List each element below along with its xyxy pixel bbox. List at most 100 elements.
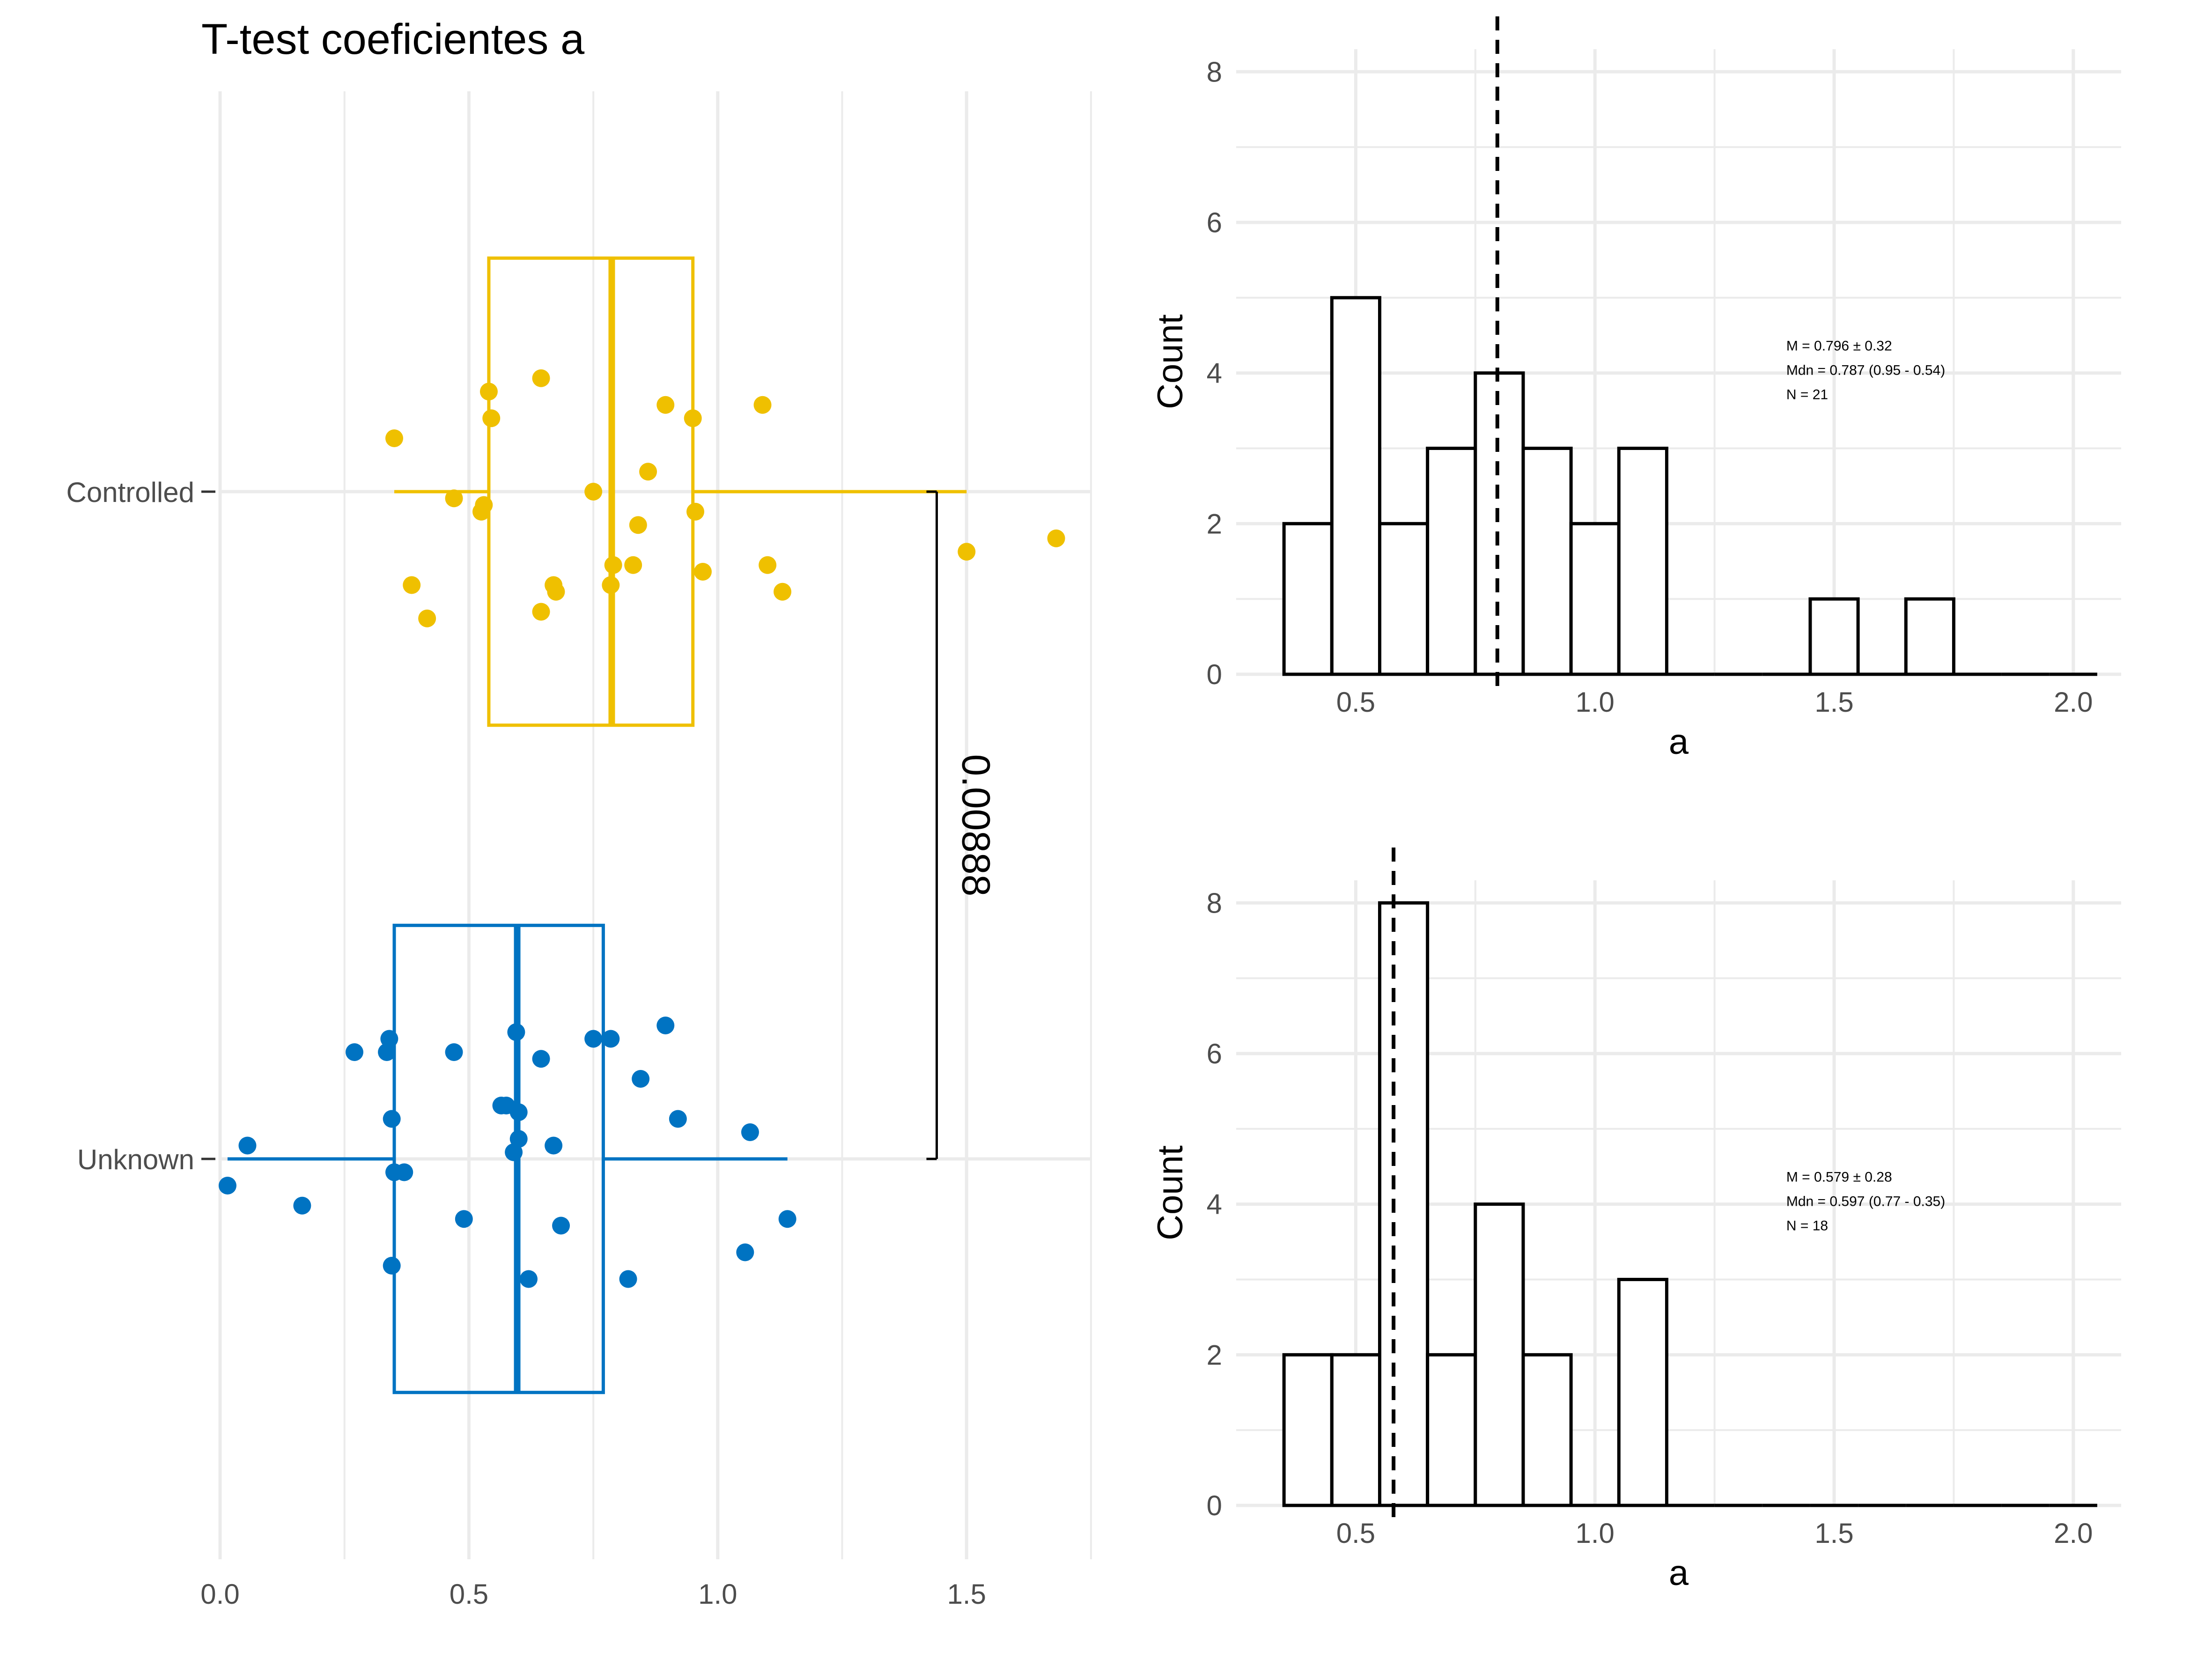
data-point bbox=[455, 1210, 473, 1228]
histogram-bar bbox=[1521, 446, 1573, 676]
data-point bbox=[736, 1243, 754, 1261]
histogram-bar bbox=[1569, 522, 1621, 676]
stats-label: N = 18 bbox=[1786, 1218, 1828, 1233]
data-point bbox=[639, 463, 657, 481]
data-point bbox=[778, 1210, 796, 1228]
x-tick-label: 1.0 bbox=[1576, 686, 1615, 718]
histogram-bar bbox=[1282, 522, 1334, 676]
data-point bbox=[753, 396, 772, 414]
y-tick-label: Unknown bbox=[77, 1144, 194, 1175]
y-tick-label: 6 bbox=[1207, 1038, 1222, 1069]
y-tick-label: 0 bbox=[1207, 1490, 1222, 1521]
x-tick-label: 0.5 bbox=[1336, 1518, 1375, 1549]
data-point bbox=[403, 576, 421, 594]
histogram-bar bbox=[1808, 597, 1860, 676]
y-tick-label: 6 bbox=[1207, 207, 1222, 238]
data-point bbox=[445, 489, 463, 508]
data-point bbox=[238, 1136, 257, 1155]
data-point bbox=[345, 1043, 363, 1061]
x-tick-label: 2.0 bbox=[2054, 686, 2093, 718]
data-point bbox=[532, 603, 550, 621]
page-title: T-test coeficientes a bbox=[201, 15, 585, 63]
data-point bbox=[632, 1070, 650, 1088]
histogram-bar bbox=[1904, 597, 1955, 676]
histogram-bar bbox=[1378, 522, 1430, 676]
data-point bbox=[383, 1257, 401, 1275]
histogram-bar bbox=[1282, 1353, 1334, 1507]
data-point bbox=[479, 383, 498, 401]
data-point bbox=[686, 502, 705, 521]
box bbox=[487, 256, 695, 727]
data-point bbox=[693, 563, 712, 581]
data-point bbox=[509, 1130, 528, 1148]
y-tick-label: 4 bbox=[1207, 1189, 1222, 1220]
x-tick-label: 1.5 bbox=[1814, 1518, 1853, 1549]
data-point bbox=[774, 582, 792, 601]
data-point bbox=[547, 582, 565, 601]
data-point bbox=[507, 1023, 525, 1041]
data-point bbox=[545, 1136, 563, 1155]
histogram-bar bbox=[1426, 446, 1477, 676]
stats-label: M = 0.579 ± 0.28 bbox=[1786, 1169, 1892, 1185]
data-point bbox=[624, 556, 642, 574]
data-point bbox=[509, 1103, 528, 1121]
data-point bbox=[656, 1017, 675, 1034]
data-point bbox=[293, 1196, 311, 1215]
x-tick-label: 1.0 bbox=[698, 1578, 737, 1610]
data-point bbox=[1047, 529, 1065, 547]
data-point bbox=[505, 1143, 523, 1161]
data-point bbox=[218, 1177, 236, 1194]
data-point bbox=[604, 556, 622, 574]
data-point bbox=[418, 609, 436, 627]
stats-label: Mdn = 0.787 (0.95 - 0.54) bbox=[1786, 362, 1945, 378]
stats-label: Mdn = 0.597 (0.77 - 0.35) bbox=[1786, 1194, 1945, 1209]
data-point bbox=[759, 556, 777, 574]
y-tick-label: 4 bbox=[1207, 358, 1222, 389]
data-point bbox=[395, 1163, 413, 1181]
x-tick-label: 0.5 bbox=[450, 1578, 488, 1610]
histogram-bar bbox=[1378, 901, 1430, 1507]
data-point bbox=[584, 1030, 603, 1048]
data-point bbox=[584, 483, 603, 501]
histogram-bar bbox=[1474, 1202, 1525, 1507]
data-point bbox=[552, 1217, 570, 1235]
data-point bbox=[602, 1030, 620, 1048]
y-axis-title: Count bbox=[1150, 314, 1190, 409]
data-point bbox=[958, 543, 976, 561]
x-tick-label: 0.5 bbox=[1336, 686, 1375, 718]
data-point bbox=[669, 1110, 687, 1128]
data-point bbox=[482, 409, 501, 428]
y-tick-label: 8 bbox=[1207, 887, 1222, 919]
stats-label: N = 21 bbox=[1786, 387, 1828, 402]
histogram-panel-controlled: 0.5 1.0 1.5 2.0 0 2 4 6 8 a Count M = 0.796 ± 0.32 M… bbox=[1150, 16, 2121, 762]
histogram-bar bbox=[1617, 446, 1668, 676]
histogram-panel-unknown: 0.5 1.0 1.5 2.0 0 2 4 6 8 a Count M = 0.579 ± 0.28 M… bbox=[1150, 848, 2121, 1593]
x-tick-label: 1.5 bbox=[947, 1578, 986, 1610]
data-point bbox=[380, 1030, 398, 1048]
data-point bbox=[629, 516, 647, 534]
data-point bbox=[378, 1043, 396, 1061]
y-axis-title: Count bbox=[1150, 1145, 1190, 1240]
x-axis-title: a bbox=[1669, 1553, 1689, 1593]
y-tick-label: 0 bbox=[1207, 659, 1222, 690]
data-point bbox=[619, 1270, 637, 1288]
x-tick-label: 1.5 bbox=[1814, 686, 1853, 718]
data-point bbox=[741, 1123, 759, 1141]
x-tick-label: 2.0 bbox=[2054, 1518, 2093, 1549]
data-point bbox=[383, 1110, 401, 1128]
box bbox=[392, 923, 605, 1394]
data-point bbox=[385, 429, 403, 447]
data-point bbox=[475, 496, 493, 514]
histogram-bar bbox=[1330, 1353, 1381, 1507]
data-point bbox=[656, 396, 675, 414]
data-point bbox=[602, 576, 620, 594]
stats-label: M = 0.796 ± 0.32 bbox=[1786, 338, 1892, 354]
y-tick-label: 2 bbox=[1207, 508, 1222, 539]
data-point bbox=[684, 409, 702, 428]
histogram-bar bbox=[1617, 1277, 1668, 1507]
x-tick-label: 0.0 bbox=[200, 1578, 239, 1610]
data-point bbox=[445, 1043, 463, 1061]
boxplot-panel: 0.0 0.5 1.0 1.5 Unknown Controlled 0.00888 bbox=[66, 91, 1092, 1610]
